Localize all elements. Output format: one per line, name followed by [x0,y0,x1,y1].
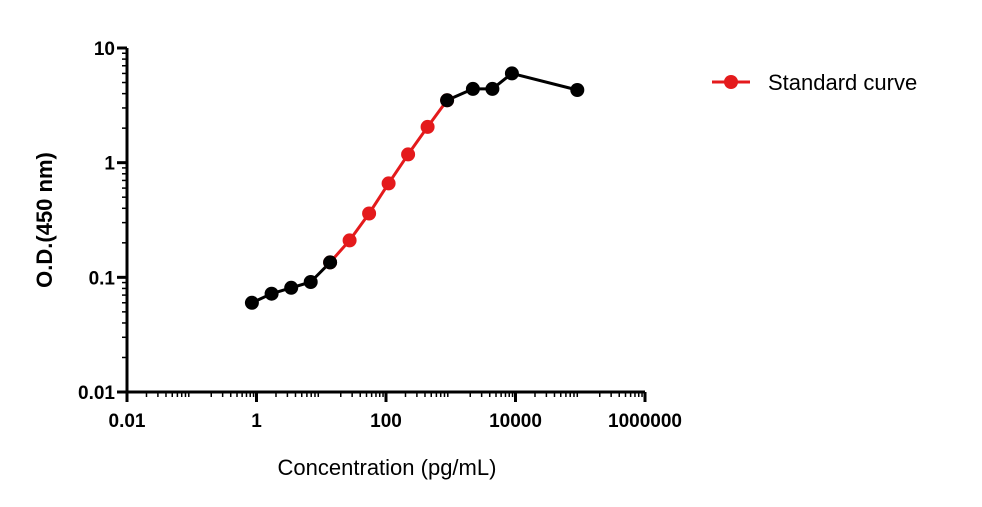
series-0-point [401,147,416,162]
y-axis-ticks: 0.01 0.1 1 10 [78,39,127,404]
series-0-point [420,119,435,134]
series-2-point [440,93,455,108]
x-axis-ticks: 0.01 1 100 10000 1000000 [109,392,682,432]
x-axis-title: Concentration (pg/mL) [278,455,497,480]
series-1-point [303,275,318,289]
series-2-point [465,81,480,96]
y-axis-title: O.D.(450 nm) [32,152,57,288]
minor-ticks [122,52,643,397]
y-tick-label: 0.1 [89,268,116,289]
x-tick-label: 1 [251,411,262,432]
series-2-point [570,83,585,97]
series-1-point [264,286,279,301]
y-tick-label: 0.01 [78,383,115,404]
series-1-point [323,255,338,270]
y-tick-label: 1 [104,154,115,175]
series-2-point [504,66,519,81]
series-1-point [284,280,299,295]
legend-marker [724,75,738,89]
x-tick-label: 100 [370,411,402,432]
x-tick-label: 0.01 [109,411,146,432]
series-2-point [485,81,500,96]
series-0-point [381,176,396,191]
series-0-point [342,233,357,248]
series-0-point [362,206,377,221]
series-1-point [244,295,259,310]
x-tick-label: 1000000 [608,411,682,432]
series-layer [244,66,585,310]
y-tick-label: 10 [94,39,115,60]
x-tick-label: 10000 [489,411,542,432]
legend: Standard curve [712,70,917,95]
legend-label-standard-curve: Standard curve [768,70,917,95]
